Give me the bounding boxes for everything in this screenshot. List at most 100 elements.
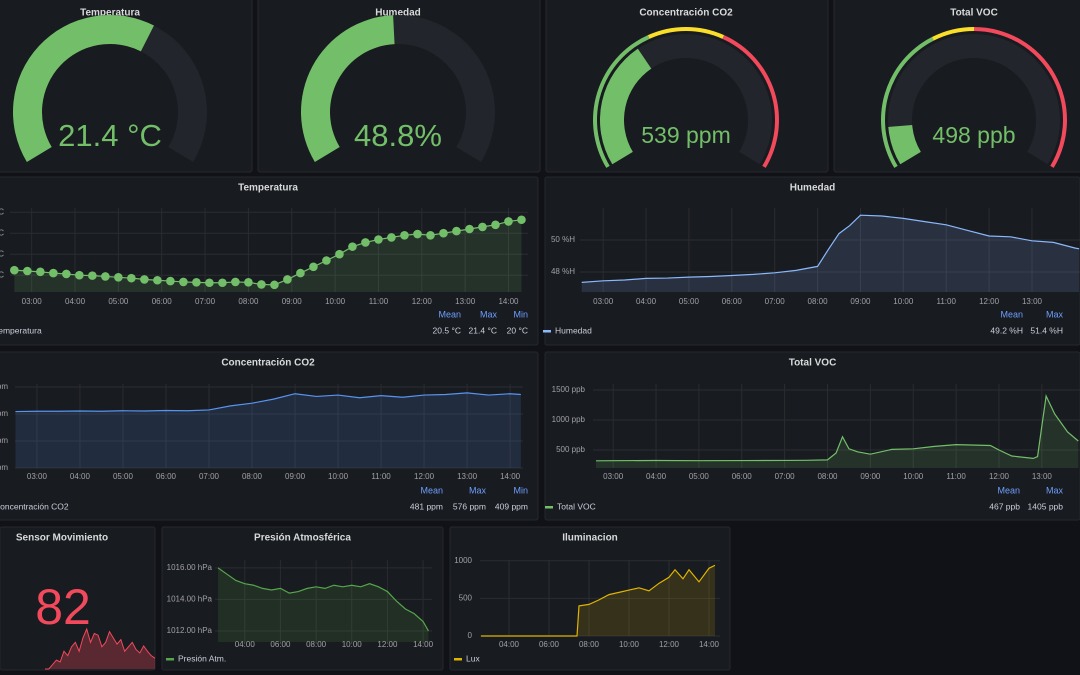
data-point — [75, 270, 84, 280]
threshold-band — [647, 26, 725, 39]
x-tick-label: 03:00 — [27, 472, 48, 481]
x-tick-label: 07:00 — [775, 472, 796, 481]
threshold-band — [974, 27, 1067, 168]
y-tick-label: 200 ppm — [0, 463, 8, 472]
legend-name: Concentración CO2 — [0, 501, 69, 511]
y-tick-label: 48 %H — [551, 267, 575, 276]
y-tick-label: 0 — [468, 631, 473, 640]
data-point — [140, 275, 149, 284]
y-tick-label: 500 ppb — [556, 445, 585, 454]
data-point — [452, 226, 461, 236]
y-tick-label: 1000 ppb — [552, 415, 586, 424]
x-tick-label: 14:00 — [699, 640, 720, 649]
series-line — [481, 564, 716, 637]
gauge-track — [888, 34, 1061, 165]
x-tick-label: 11:00 — [369, 297, 389, 306]
data-point — [192, 278, 201, 287]
legend-name: Presión Atm. — [178, 653, 226, 663]
stat-value: 21.4 °C — [469, 325, 497, 335]
panel-title: Iluminacion — [562, 533, 618, 544]
y-tick-label: 1014.00 hPa — [167, 595, 213, 604]
y-tick-label: 1016.00 hPa — [167, 563, 213, 572]
x-tick-label: 10:00 — [342, 640, 363, 649]
x-tick-label: 05:00 — [689, 472, 710, 481]
data-point — [413, 229, 422, 239]
panel-title: Humedad — [790, 183, 836, 194]
y-tick-label: 1012.00 hPa — [167, 626, 213, 635]
y-tick-label: 500 ppm — [0, 382, 8, 391]
x-tick-label: 09:00 — [282, 297, 303, 306]
x-tick-label: 03:00 — [603, 472, 624, 481]
x-tick-label: 10:00 — [619, 640, 640, 649]
gauge-title: Total VOC — [950, 8, 998, 19]
x-tick-label: 04:00 — [70, 472, 91, 481]
data-point — [504, 217, 513, 226]
stat-header: Mean — [1000, 309, 1023, 319]
stat-header: Max — [1046, 309, 1064, 319]
threshold-band — [931, 27, 974, 41]
gauge-value: 48.8% — [354, 118, 442, 153]
x-tick-label: 04:00 — [499, 640, 520, 649]
panel — [0, 526, 156, 671]
gauge-fill — [12, 14, 154, 162]
stat-header: Max — [480, 309, 498, 319]
x-tick-label: 08:00 — [306, 640, 327, 649]
x-tick-label: 12:00 — [414, 472, 435, 481]
series-line — [595, 393, 1079, 462]
data-point — [49, 268, 58, 278]
data-point — [10, 265, 19, 275]
data-point — [335, 249, 344, 259]
gauge-fill — [888, 125, 921, 165]
x-tick-label: 04:00 — [646, 472, 667, 481]
gauge-title: Temperatura — [80, 8, 140, 19]
x-tick-label: 05:00 — [113, 472, 134, 481]
x-tick-label: 07:00 — [199, 472, 220, 481]
x-tick-label: 03:00 — [22, 297, 43, 306]
gauge-title: Concentración CO2 — [639, 8, 733, 19]
x-tick-label: 09:00 — [860, 472, 881, 481]
x-tick-label: 07:00 — [195, 297, 216, 306]
panel — [544, 351, 1080, 521]
stat-header: Min — [513, 485, 528, 495]
y-tick-label: 21 °C — [0, 228, 4, 237]
y-tick-label: 1500 ppb — [552, 385, 586, 394]
legend-swatch — [166, 658, 174, 661]
y-tick-label: 50 %H — [551, 235, 575, 244]
sparkline-area — [45, 629, 155, 669]
y-tick-label: 300 ppm — [0, 436, 8, 445]
data-point — [101, 272, 110, 281]
panel-title: Concentración CO2 — [221, 358, 315, 369]
data-point — [439, 228, 448, 238]
x-tick-label: 12:00 — [989, 472, 1010, 481]
gauge-value: 21.4 °C — [58, 118, 162, 153]
gauge-fill — [599, 48, 652, 165]
data-point — [153, 275, 162, 285]
stat-value: 20 °C — [507, 325, 528, 335]
x-tick-label: 06:00 — [722, 297, 743, 306]
x-tick-label: 12:00 — [412, 297, 433, 306]
data-point — [426, 231, 435, 240]
gauge-value: 498 ppb — [932, 122, 1015, 148]
x-tick-label: 14:00 — [413, 640, 434, 649]
y-tick-label: 1000 — [454, 556, 472, 565]
legend-swatch — [454, 658, 462, 661]
stat-header: Min — [513, 309, 528, 319]
x-tick-label: 06:00 — [539, 640, 560, 649]
x-tick-label: 11:00 — [371, 472, 391, 481]
y-tick-label: 20.5 °C — [0, 249, 4, 258]
legend-name: Lux — [466, 653, 480, 663]
series-area — [596, 396, 1079, 468]
x-tick-label: 10:00 — [893, 297, 914, 306]
x-tick-label: 14:00 — [498, 297, 519, 306]
data-point — [348, 242, 357, 251]
gauge-title: Humedad — [375, 8, 421, 19]
gauge-value: 539 ppm — [641, 122, 731, 148]
data-point — [387, 233, 396, 242]
x-tick-label: 10:00 — [903, 472, 924, 481]
sparkline — [45, 627, 156, 670]
x-tick-label: 04:00 — [235, 640, 256, 649]
data-point — [465, 224, 474, 234]
x-tick-label: 06:00 — [270, 640, 291, 649]
y-tick-label: 500 — [459, 593, 473, 602]
panel — [0, 176, 539, 346]
